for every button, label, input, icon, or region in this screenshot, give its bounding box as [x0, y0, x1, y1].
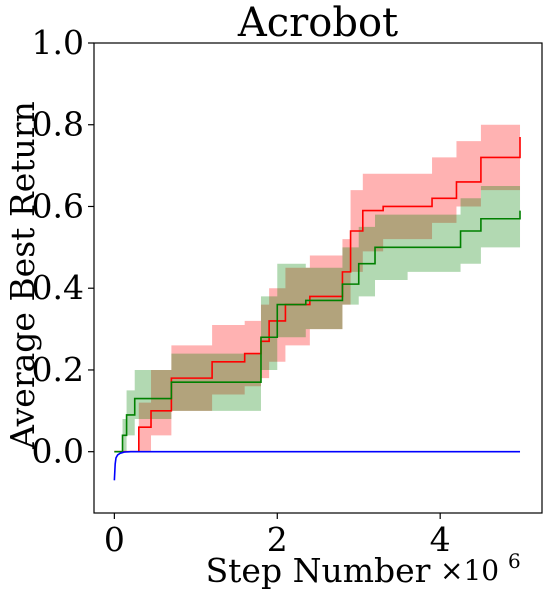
x-axis-multiplier: ×10 6	[440, 549, 521, 587]
y-tick-label: 1.0	[32, 23, 84, 62]
x-axis: 0 2 4	[104, 513, 451, 559]
y-tick-label: 0.4	[32, 268, 84, 307]
y-tick-label: 0.8	[32, 105, 84, 144]
y-axis-label: Average Best Return	[3, 101, 42, 450]
plot-frame	[93, 42, 543, 514]
y-axis: 0.0 0.2 0.4 0.6 0.8 1.0	[32, 23, 94, 471]
plot-area	[113, 104, 521, 481]
x-tick-label: 2	[267, 520, 288, 559]
series-1-line	[114, 210, 521, 453]
chart-title: Acrobot	[237, 0, 398, 46]
x-tick-label: 0	[104, 520, 125, 559]
y-tick-label: 0.2	[32, 350, 84, 389]
x-axis-multiplier-base: ×10	[440, 554, 499, 587]
x-axis-multiplier-exponent: 6	[508, 549, 521, 573]
series-0-band	[114, 104, 521, 452]
series-2-line	[113, 450, 521, 481]
x-tick-label: 4	[430, 520, 451, 559]
y-tick-label: 0.0	[32, 432, 84, 471]
y-tick-label: 0.6	[32, 186, 84, 225]
series-1-band	[114, 186, 521, 452]
x-axis-label: Step Number	[206, 551, 431, 590]
